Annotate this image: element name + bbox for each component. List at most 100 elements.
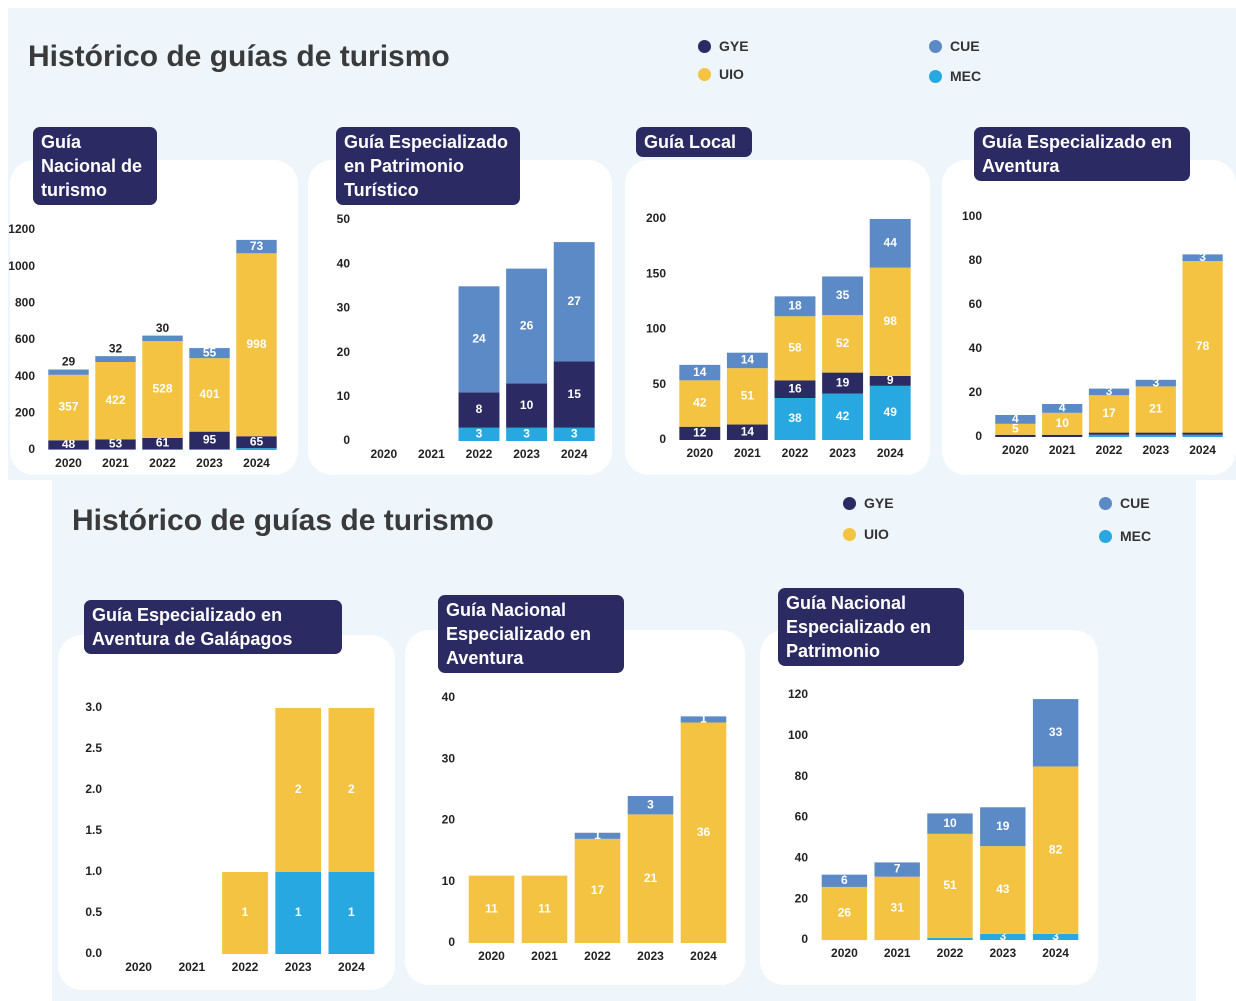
x-tick-label: 2020 xyxy=(55,456,82,470)
bar-segment xyxy=(95,356,136,362)
y-tick-label: 60 xyxy=(969,297,983,311)
y-tick-label: 100 xyxy=(646,322,666,336)
x-tick-label: 2020 xyxy=(831,946,858,960)
chart-title: Guía Nacional Especializado en Patrimoni… xyxy=(778,588,964,666)
chart-title: Guía Especializado en Patrimonio Turísti… xyxy=(336,127,520,205)
y-tick-label: 400 xyxy=(15,369,35,383)
value-label: 65 xyxy=(250,434,264,448)
bar-segment xyxy=(468,875,515,943)
chart-title: Guía Nacional de turismo xyxy=(33,127,157,205)
y-tick-label: 1.5 xyxy=(85,823,102,837)
bar-segment xyxy=(726,352,768,369)
bar-segment xyxy=(553,242,595,362)
value-label: 82 xyxy=(1049,842,1063,856)
value-label: 15 xyxy=(568,387,582,401)
x-tick-label: 2021 xyxy=(531,949,558,963)
x-tick-label: 2024 xyxy=(1042,946,1069,960)
bar-segment xyxy=(980,933,1026,940)
bar-segment xyxy=(869,267,911,376)
y-tick-label: 3.0 xyxy=(85,700,102,714)
bar-segment xyxy=(679,380,721,427)
bar-segment xyxy=(48,374,89,441)
y-tick-label: 40 xyxy=(337,256,351,270)
value-label: 44 xyxy=(884,235,898,249)
y-tick-label: 80 xyxy=(969,253,983,267)
value-label: 42 xyxy=(836,409,850,423)
bar-segment xyxy=(927,833,973,938)
legend-swatch xyxy=(1099,496,1112,510)
chart-title: Guía Nacional Especializado en Aventura xyxy=(438,595,624,673)
bar-segment xyxy=(95,449,136,450)
bar-segment xyxy=(1032,933,1079,940)
value-label: 1 xyxy=(242,905,249,919)
chart-title: Guía Especializado en Aventura de Galápa… xyxy=(84,600,342,654)
bar-segment xyxy=(275,708,322,872)
bar-segment xyxy=(1032,766,1079,934)
value-label: 4 xyxy=(1059,401,1066,415)
value-label: 48 xyxy=(62,437,76,451)
value-label: 14 xyxy=(741,353,755,367)
bar-segment xyxy=(1182,254,1223,261)
value-label: 4 xyxy=(1012,412,1019,426)
value-label: 9 xyxy=(887,373,894,387)
x-tick-label: 2021 xyxy=(418,447,445,461)
value-label: 27 xyxy=(568,294,582,308)
chart-title: Guía Local xyxy=(636,127,752,157)
bar-segment xyxy=(774,316,816,381)
legend-item: CUE xyxy=(1099,495,1150,511)
y-tick-label: 80 xyxy=(795,769,809,783)
value-label: 29 xyxy=(62,355,76,369)
legend-label: UIO xyxy=(719,66,744,82)
value-label: 6 xyxy=(841,873,848,887)
x-tick-label: 2022 xyxy=(466,447,493,461)
bar-segment xyxy=(680,722,727,943)
legend-swatch xyxy=(843,527,856,541)
x-tick-label: 2024 xyxy=(690,949,717,963)
bar-segment xyxy=(506,427,548,441)
value-label: 18 xyxy=(788,298,802,312)
value-label: 61 xyxy=(156,436,170,450)
value-label: 58 xyxy=(788,340,802,354)
bar-segment xyxy=(1088,388,1130,396)
y-tick-label: 0.5 xyxy=(85,905,102,919)
y-tick-label: 600 xyxy=(15,332,35,346)
bar-segment xyxy=(821,886,868,940)
y-tick-label: 100 xyxy=(962,209,982,223)
bar-segment xyxy=(1182,261,1223,433)
y-tick-label: 20 xyxy=(442,813,456,827)
value-label: 52 xyxy=(836,336,850,350)
y-tick-label: 200 xyxy=(15,406,35,420)
y-tick-label: 40 xyxy=(969,341,983,355)
bar-segment xyxy=(627,796,674,815)
y-tick-label: 50 xyxy=(653,377,667,391)
x-tick-label: 2024 xyxy=(561,447,588,461)
x-tick-label: 2022 xyxy=(1096,443,1123,457)
value-label: 401 xyxy=(199,387,219,401)
bar-segment xyxy=(980,846,1026,934)
value-label: 3 xyxy=(1152,375,1159,389)
bar-segment xyxy=(869,219,911,268)
y-tick-label: 30 xyxy=(337,301,351,315)
bar-segment xyxy=(927,937,973,940)
y-tick-label: 50 xyxy=(337,212,351,226)
x-tick-label: 2020 xyxy=(686,446,713,460)
x-tick-label: 2022 xyxy=(149,456,176,470)
bar-segment xyxy=(927,813,973,834)
legend-item: GYE xyxy=(843,495,894,511)
value-label: 8 xyxy=(476,402,483,416)
section-title: Histórico de guías de turismo xyxy=(72,504,494,537)
bar-segment xyxy=(95,362,136,440)
bar-segment xyxy=(995,415,1036,424)
value-label: 16 xyxy=(788,381,802,395)
y-tick-label: 800 xyxy=(15,296,35,310)
x-tick-label: 2020 xyxy=(478,949,505,963)
legend-item: UIO xyxy=(843,526,889,542)
legend-label: MEC xyxy=(1120,528,1152,544)
value-label: 32 xyxy=(109,341,123,355)
y-tick-label: 40 xyxy=(795,851,809,865)
y-tick-label: 0.0 xyxy=(85,946,102,960)
value-label: 422 xyxy=(105,393,125,407)
bar-segment xyxy=(726,368,768,425)
bar-segment xyxy=(574,838,621,943)
chart-title: Guía Especializado en Aventura xyxy=(974,127,1190,181)
